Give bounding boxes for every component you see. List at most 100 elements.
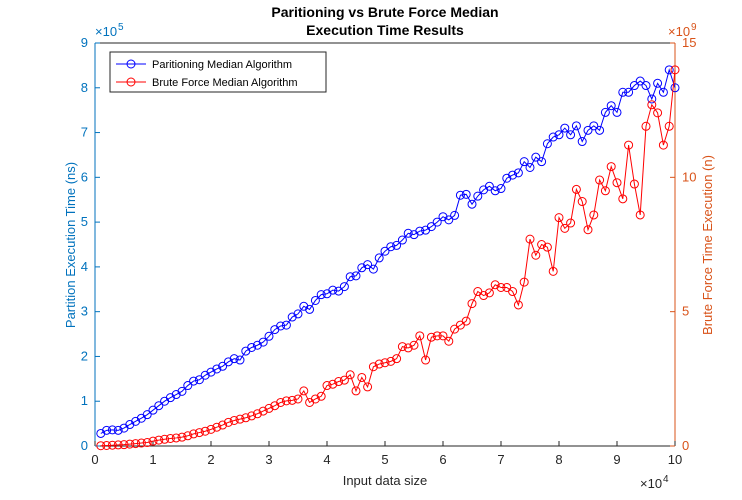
marker (212, 364, 222, 374)
marker (595, 125, 605, 135)
marker (264, 331, 274, 341)
marker (189, 376, 199, 386)
marker (386, 242, 396, 252)
x-tick-label: 10 (668, 452, 682, 467)
marker (542, 242, 552, 252)
marker (479, 291, 489, 301)
marker (339, 375, 349, 385)
marker (218, 361, 228, 371)
marker (606, 162, 616, 172)
marker (334, 377, 344, 387)
legend-marker (126, 59, 136, 69)
y-tick-label: 0 (81, 438, 88, 453)
marker (508, 170, 518, 180)
legend-marker (126, 77, 136, 87)
marker (397, 235, 407, 245)
marker (554, 130, 564, 140)
marker (189, 429, 199, 439)
marker (148, 405, 158, 415)
marker (508, 287, 518, 297)
axis-multiplier: ×10 (95, 24, 117, 39)
marker (397, 342, 407, 352)
marker (102, 440, 112, 450)
x-tick-label: 3 (265, 452, 272, 467)
marker (334, 286, 344, 296)
marker (618, 87, 628, 97)
marker (612, 107, 622, 117)
marker (194, 428, 204, 438)
marker (119, 440, 129, 450)
marker (432, 331, 442, 341)
marker (484, 181, 494, 191)
marker (386, 356, 396, 366)
marker (96, 428, 106, 438)
marker (281, 320, 291, 330)
marker (235, 355, 245, 365)
marker (154, 401, 164, 411)
marker (624, 140, 634, 150)
marker (223, 357, 233, 367)
y2-axis-label: Brute Force Time Execution (n) (700, 155, 715, 335)
marker (641, 81, 651, 91)
marker (467, 199, 477, 209)
marker (310, 394, 320, 404)
marker (165, 393, 175, 403)
marker (467, 299, 477, 309)
marker (316, 391, 326, 401)
y-tick-label: 4 (81, 259, 88, 274)
legend-label: Brute Force Median Algorithm (152, 77, 298, 89)
marker (154, 435, 164, 445)
axis-multiplier-exponent: 5 (118, 22, 124, 33)
marker (131, 416, 141, 426)
marker (392, 240, 402, 250)
marker (531, 250, 541, 260)
legend-label: Paritioning Median Algorithm (152, 59, 292, 71)
marker (351, 386, 361, 396)
axis-multiplier-exponent: 9 (691, 22, 697, 33)
marker (276, 397, 286, 407)
marker (322, 381, 332, 391)
marker (287, 312, 297, 322)
marker (142, 438, 152, 448)
chart-title: Paritioning vs Brute Force Median (271, 4, 498, 20)
marker (415, 226, 425, 236)
marker (252, 340, 262, 350)
marker (206, 424, 216, 434)
marker (247, 342, 257, 352)
y-tick-label: 1 (81, 393, 88, 408)
marker (328, 285, 338, 295)
marker (357, 263, 367, 273)
marker (537, 157, 547, 167)
marker (629, 81, 639, 91)
marker (177, 432, 187, 442)
marker (223, 417, 233, 427)
marker (102, 425, 112, 435)
marker (664, 121, 674, 131)
marker (519, 157, 529, 167)
marker (589, 210, 599, 220)
marker (125, 439, 135, 449)
marker (368, 264, 378, 274)
marker (380, 358, 390, 368)
marker (635, 76, 645, 86)
marker (276, 321, 286, 331)
marker (351, 271, 361, 281)
marker (560, 123, 570, 133)
marker (670, 83, 680, 93)
y-tick-label: 8 (81, 80, 88, 95)
marker (513, 300, 523, 310)
marker (583, 225, 593, 235)
marker (136, 438, 146, 448)
y2-tick-label: 10 (682, 169, 696, 184)
marker (252, 409, 262, 419)
marker (484, 288, 494, 298)
marker (380, 246, 390, 256)
marker (571, 184, 581, 194)
marker (218, 420, 228, 430)
marker (583, 125, 593, 135)
y-tick-label: 2 (81, 348, 88, 363)
marker (183, 431, 193, 441)
marker (305, 304, 315, 314)
marker (392, 354, 402, 364)
